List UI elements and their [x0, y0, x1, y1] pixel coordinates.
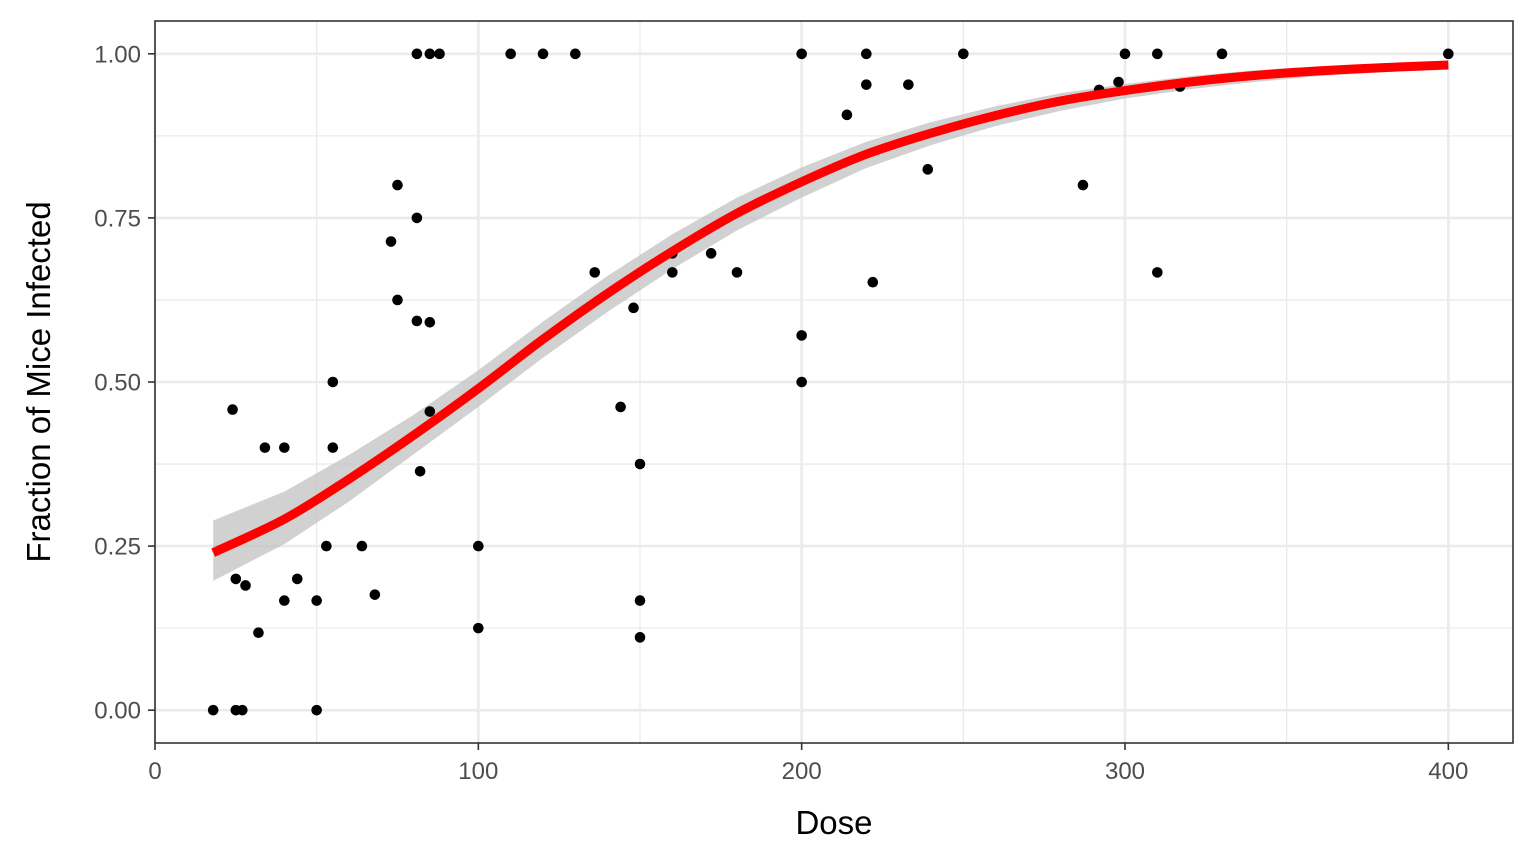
data-point — [253, 627, 264, 639]
data-point — [861, 79, 872, 90]
data-point — [1077, 179, 1089, 191]
data-point — [1152, 48, 1163, 60]
data-point — [796, 330, 807, 341]
data-point — [473, 540, 484, 552]
x-tick-label: 300 — [1105, 758, 1145, 785]
data-point — [327, 376, 339, 388]
y-axis-title: Fraction of Mice Infected — [20, 201, 57, 562]
data-point — [634, 595, 646, 606]
data-points — [207, 48, 1454, 716]
data-point — [227, 404, 238, 415]
data-point — [615, 401, 626, 413]
data-point — [411, 315, 423, 327]
data-point — [311, 595, 322, 606]
x-axis-title: Dose — [795, 804, 872, 841]
data-point — [392, 179, 403, 191]
data-point — [259, 442, 271, 453]
x-tick-label: 400 — [1428, 758, 1468, 785]
axes: 0 100 200 300 400 0.00 0.25 0.50 0.75 1.00 — [94, 41, 1468, 785]
data-point — [411, 48, 423, 60]
data-point — [434, 48, 445, 60]
data-point — [424, 406, 436, 417]
data-point — [1119, 48, 1131, 60]
data-point — [796, 48, 807, 60]
data-point — [903, 79, 914, 90]
data-point — [628, 302, 639, 314]
data-point — [411, 212, 423, 224]
data-point — [237, 704, 248, 716]
data-point — [570, 48, 581, 60]
fit-curve — [211, 60, 1449, 557]
data-point — [240, 580, 251, 591]
data-point — [922, 164, 934, 175]
data-point — [1113, 76, 1124, 88]
x-tick-label: 100 — [458, 758, 498, 785]
y-tick-label: 0.50 — [94, 370, 141, 397]
data-point — [369, 589, 381, 600]
data-point — [424, 48, 436, 60]
data-point — [356, 540, 368, 552]
data-point — [731, 267, 743, 278]
data-point — [634, 632, 646, 643]
data-point — [505, 48, 516, 60]
y-tick-label: 0.00 — [94, 698, 141, 725]
data-point — [311, 704, 322, 716]
data-point — [667, 267, 678, 278]
data-point — [279, 595, 290, 606]
data-point — [473, 622, 484, 634]
data-point — [1216, 48, 1228, 60]
data-point — [327, 442, 339, 453]
grid-lines — [153, 21, 1513, 743]
data-point — [230, 573, 242, 585]
data-point — [958, 48, 969, 60]
x-tick-label: 0 — [148, 758, 161, 785]
data-point — [796, 376, 807, 388]
data-point — [392, 294, 403, 306]
data-point — [414, 465, 426, 477]
data-point — [1152, 267, 1163, 278]
y-tick-label: 0.25 — [94, 534, 141, 561]
data-point — [634, 458, 646, 470]
data-point — [291, 573, 303, 585]
data-point — [861, 48, 872, 60]
data-point — [279, 442, 290, 453]
y-tick-label: 1.00 — [94, 41, 141, 68]
data-point — [537, 48, 549, 60]
data-point — [589, 267, 601, 278]
data-point — [1443, 48, 1454, 60]
data-point — [321, 540, 332, 552]
data-point — [385, 236, 397, 247]
data-point — [207, 704, 219, 716]
y-tick-label: 0.75 — [94, 205, 141, 232]
x-tick-label: 200 — [782, 758, 822, 785]
data-point — [867, 276, 879, 288]
data-point — [841, 109, 853, 121]
data-point — [424, 316, 436, 328]
data-point — [705, 248, 717, 259]
